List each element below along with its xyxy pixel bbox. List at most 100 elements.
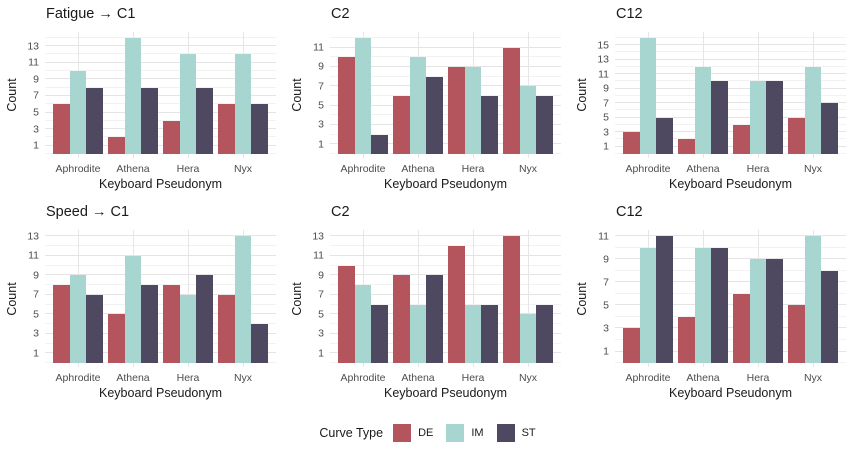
y-tick-labels: 1 3 5 7 9 11: [570, 230, 609, 367]
gridline-minor: [615, 51, 846, 53]
x-tick-labels: Aphrodite Athena Hera Nyx: [45, 372, 276, 387]
gridline-major: [615, 73, 846, 75]
bar-st-athena: [141, 87, 158, 154]
bar-st-aphrodite: [371, 134, 388, 154]
bar-im-athena: [409, 57, 427, 154]
chart-title: C2: [331, 6, 350, 22]
bar-de-athena: [393, 275, 410, 363]
gridline-minor: [330, 75, 561, 77]
gridline-minor: [45, 36, 276, 38]
bar-de-aphrodite: [338, 57, 355, 154]
gridline-major: [615, 131, 846, 133]
plot-panel: [615, 230, 846, 367]
bar-de-hera: [733, 293, 750, 363]
gridline-major: [615, 44, 846, 46]
chart-3: C12 Count 1 3 5 7 9 11 13 15 Aphrodite Athena Her…: [570, 0, 855, 198]
y-tick-label: 11: [598, 67, 609, 80]
x-tick-labels: Aphrodite Athena Hera Nyx: [45, 163, 276, 178]
gridline-minor: [45, 136, 276, 138]
gridline-major: [45, 144, 276, 146]
y-tick-label: 11: [598, 230, 609, 243]
gridline-major: [330, 104, 561, 106]
bar-im-nyx: [519, 86, 537, 154]
bar-de-athena: [108, 314, 125, 363]
chart-title: C2: [331, 204, 350, 220]
gridline-minor: [615, 138, 846, 140]
gridline-minor: [330, 303, 561, 305]
bar-de-hera: [448, 66, 465, 154]
x-axis-label: Keyboard Pseudonym: [99, 386, 222, 400]
y-tick-label: 7: [603, 276, 609, 289]
bar-st-aphrodite: [86, 294, 103, 363]
bar-im-aphrodite: [354, 37, 372, 154]
bar-im-athena: [124, 37, 142, 154]
chart-title: C12: [616, 204, 643, 220]
chart-5: C2 Count 1 3 5 7 9 11 13 Aphrodite Athena Hera Ny…: [285, 198, 570, 407]
gridline-major: [615, 116, 846, 118]
bar-im-aphrodite: [69, 71, 87, 154]
x-tick-labels: Aphrodite Athena Hera Nyx: [330, 372, 561, 387]
chart-title: Fatigue → C1: [46, 6, 136, 22]
x-tick-labels: Aphrodite Athena Hera Nyx: [615, 372, 846, 387]
bar-im-athena: [694, 247, 712, 363]
x-tick-labels: Aphrodite Athena Hera Nyx: [330, 163, 561, 178]
x-tick-label: Nyx: [233, 163, 253, 175]
legend-entry-im: IM: [446, 424, 484, 442]
bar-st-hera: [766, 81, 783, 154]
y-tick-label: 9: [318, 60, 324, 73]
gridline-major: [45, 78, 276, 80]
gridline-major: [45, 313, 276, 315]
x-tick-label: Aphrodite: [625, 372, 671, 384]
bar-im-athena: [694, 66, 712, 154]
bar-de-athena: [393, 95, 410, 154]
legend-label-st: ST: [521, 427, 536, 439]
gridline-major: [45, 274, 276, 276]
bar-de-nyx: [788, 117, 805, 154]
gridline-minor: [330, 342, 561, 344]
gridline-major: [615, 281, 846, 283]
gridline-major: [615, 87, 846, 89]
y-tick-labels: 1 3 5 7 9 11: [285, 32, 324, 158]
gridline-major: [615, 235, 846, 237]
bar-de-aphrodite: [338, 265, 355, 363]
bar-im-athena: [124, 255, 142, 363]
x-tick-label: Hera: [176, 163, 200, 175]
gridline-major: [615, 145, 846, 147]
gridline-major: [615, 327, 846, 329]
bar-de-aphrodite: [623, 132, 640, 154]
gridline-major: [45, 111, 276, 113]
bar-im-hera: [749, 81, 767, 154]
gridline-major: [330, 313, 561, 315]
plot-panel: [45, 32, 276, 158]
gridline-minor: [615, 338, 846, 340]
gridline-major: [45, 61, 276, 63]
gridline-major: [330, 332, 561, 334]
gridline-minor: [45, 119, 276, 121]
gridline-minor: [330, 133, 561, 135]
gridline-minor: [615, 123, 846, 125]
y-tick-label: 5: [318, 99, 324, 112]
bar-st-nyx: [536, 304, 553, 363]
x-tick-label: Athena: [686, 372, 720, 384]
gridline-minor: [330, 56, 561, 58]
gridline-minor: [615, 109, 846, 111]
chart-1: Fatigue → C1 Count 1 3 5 7 9 11 13 Aphrodite At…: [0, 0, 285, 198]
x-tick-label: Hera: [746, 372, 770, 384]
x-tick-label: Aphrodite: [340, 163, 386, 175]
bar-st-nyx: [251, 324, 268, 363]
plot-panel: [45, 230, 276, 367]
gridline-minor: [330, 245, 561, 247]
bar-st-aphrodite: [371, 304, 388, 363]
legend-swatch-st: [496, 424, 515, 442]
x-tick-label: Nyx: [803, 163, 823, 175]
y-tick-label: 1: [603, 140, 609, 153]
x-tick-label: Athena: [401, 372, 435, 384]
y-tick-label: 1: [318, 347, 324, 360]
y-tick-label: 15: [597, 38, 609, 51]
bar-im-nyx: [804, 236, 822, 363]
x-tick-label: Aphrodite: [55, 372, 101, 384]
bar-im-nyx: [234, 236, 252, 363]
charts-grid: Fatigue → C1 Count 1 3 5 7 9 11 13 Aphrodite At…: [0, 0, 855, 407]
y-tick-label: 3: [318, 327, 324, 340]
bar-im-nyx: [804, 66, 822, 154]
